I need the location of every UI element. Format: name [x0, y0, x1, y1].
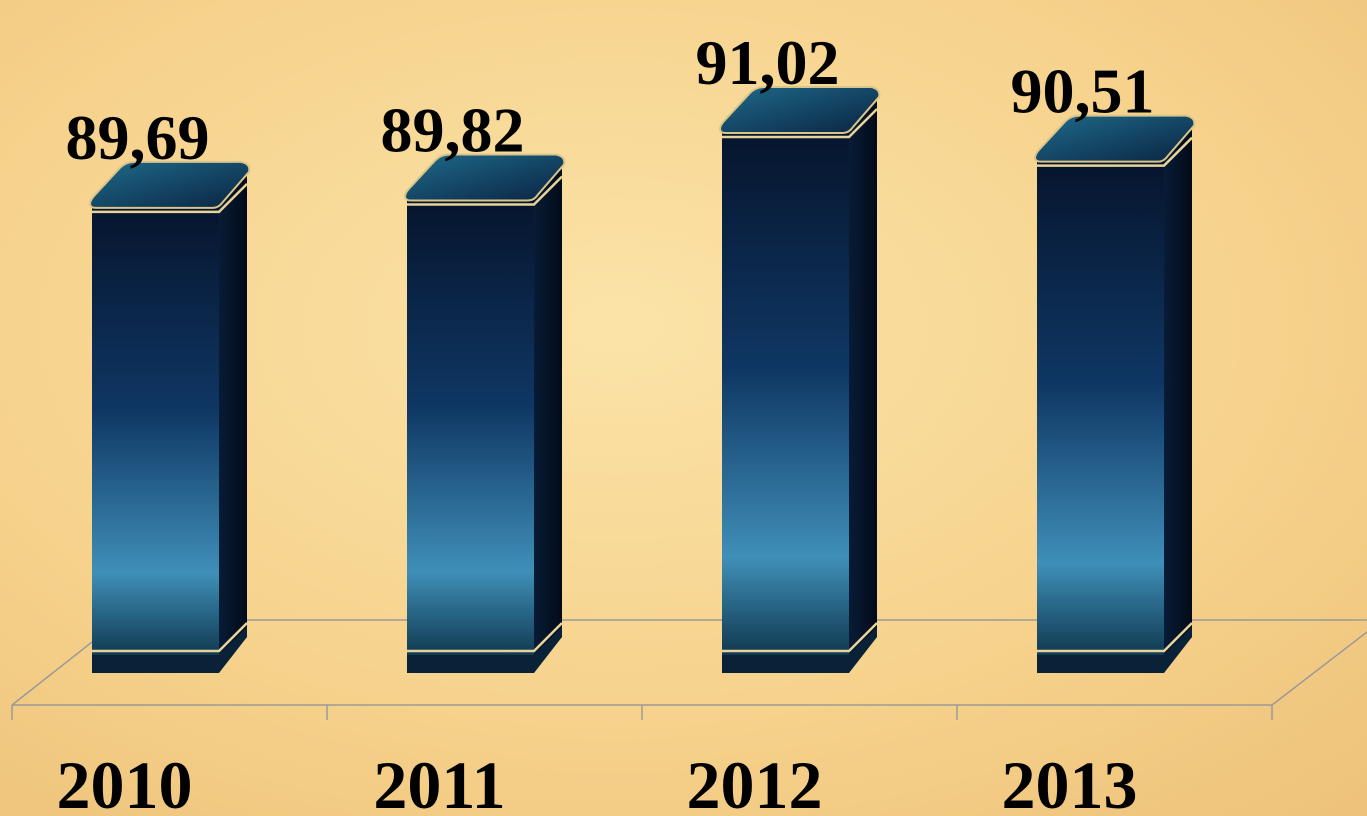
bar — [722, 128, 849, 665]
bar-group — [403, 153, 566, 673]
x-tick-label: 2011 — [373, 747, 505, 816]
bar-trim — [722, 622, 878, 653]
bar-lid — [718, 85, 881, 134]
x-tick-label: 2012 — [687, 747, 823, 816]
bar-lid — [1033, 114, 1196, 163]
bar-lid — [88, 160, 251, 209]
bar-trim — [1037, 136, 1193, 167]
bar-trim — [1037, 622, 1193, 653]
bar-base — [92, 627, 247, 673]
bar-base — [1037, 627, 1192, 673]
bar-group — [88, 160, 251, 673]
bar-side — [1164, 129, 1192, 665]
bar — [92, 203, 219, 665]
bar-trim — [407, 622, 563, 653]
bar-base — [722, 627, 877, 673]
bar-side — [534, 168, 562, 665]
bar — [1037, 157, 1164, 665]
bar-group — [1033, 114, 1196, 673]
bar — [407, 196, 534, 665]
bar-trim — [92, 622, 248, 653]
value-label: 90,51 — [1011, 56, 1155, 127]
bar-group — [718, 85, 881, 673]
x-tick-label: 2013 — [1002, 747, 1138, 816]
bar-side — [849, 100, 877, 665]
bar-base — [407, 627, 562, 673]
bar-lid — [403, 153, 566, 202]
bar-trim — [92, 182, 248, 214]
value-label: 91,02 — [696, 27, 840, 98]
value-label: 89,69 — [66, 102, 210, 173]
x-tick-label: 2010 — [57, 747, 193, 816]
bar-trim — [722, 108, 878, 139]
value-label: 89,82 — [381, 95, 525, 166]
bar-trim — [407, 175, 563, 206]
bar-side — [219, 175, 247, 665]
